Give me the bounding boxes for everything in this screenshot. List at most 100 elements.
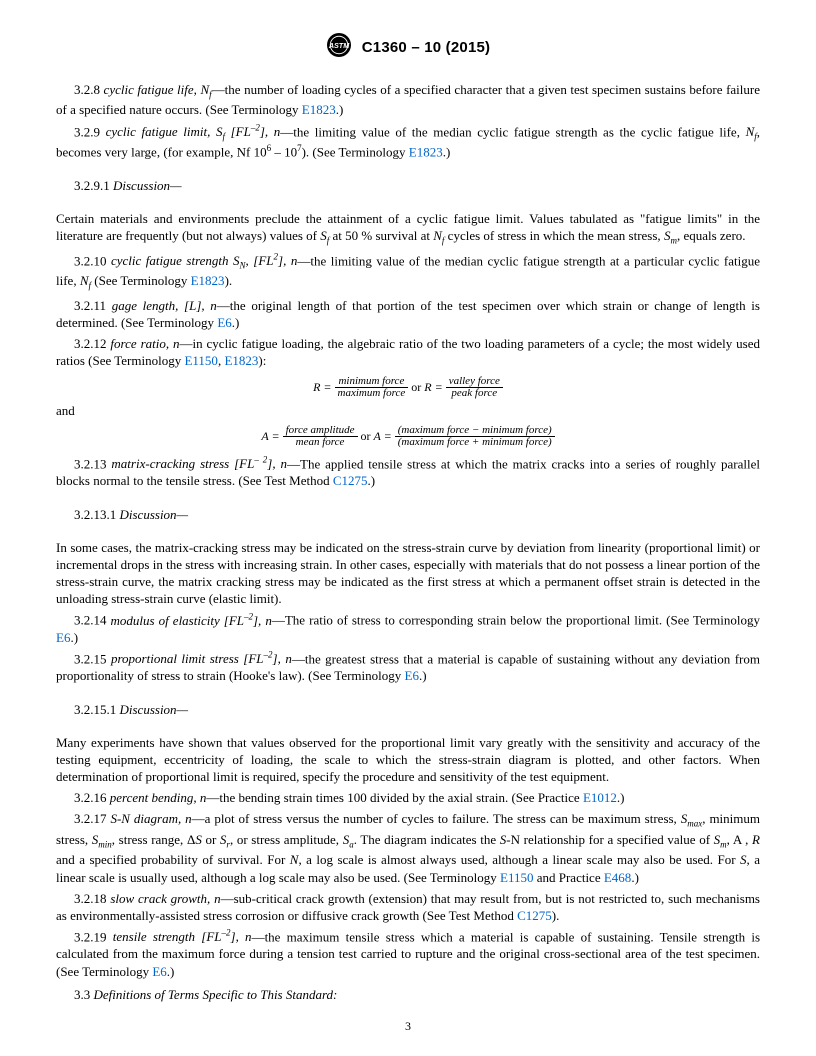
body-text: 3.2.8 cyclic fatigue life, Nf—the number…	[56, 81, 760, 1003]
text: cycles of stress in which the mean stres…	[444, 228, 664, 243]
numerator: valley force	[446, 376, 503, 388]
entry-num: 3.2.13	[74, 456, 111, 471]
section-title: Definitions of Terms Specific to This St…	[94, 987, 338, 1002]
sub: max	[687, 819, 702, 829]
link-e1823[interactable]: E1823	[302, 102, 336, 117]
link-e6[interactable]: E6	[405, 668, 419, 683]
eq-lhs: R =	[424, 379, 442, 393]
var: R	[752, 832, 760, 847]
dim: ], n	[278, 253, 297, 268]
entry-3-2-10: 3.2.10 cyclic fatigue strength SN, [FL2]…	[56, 252, 760, 293]
sup: –2	[264, 650, 273, 660]
sub: min	[98, 839, 112, 849]
eq-or: or	[411, 379, 424, 393]
entry-3-2-12: 3.2.12 force ratio, n—in cyclic fatigue …	[56, 335, 760, 369]
discussion-3-2-9-1: 3.2.9.1 Discussion—	[56, 177, 760, 194]
entry-num: 3.2.18	[74, 891, 110, 906]
entry-num: 3.2.12	[74, 336, 110, 351]
text: and Practice	[533, 870, 603, 885]
eq-lhs: R =	[313, 379, 331, 393]
link-e6[interactable]: E6	[152, 964, 166, 979]
link-e1150[interactable]: E1150	[184, 353, 217, 368]
link-c1275[interactable]: C1275	[517, 908, 552, 923]
text: ).	[225, 273, 233, 288]
equation-a: A = force amplitude mean force or A = (m…	[56, 425, 760, 449]
link-e6[interactable]: E6	[217, 315, 231, 330]
text: ).	[552, 908, 560, 923]
fraction: force amplitude mean force	[283, 425, 358, 449]
link-e1150[interactable]: E1150	[500, 870, 533, 885]
eq-lhs: A =	[374, 429, 392, 443]
entry-3-2-15: 3.2.15 proportional limit stress [FL–2],…	[56, 650, 760, 685]
sup: –2	[222, 928, 231, 938]
dim: ], n	[267, 456, 287, 471]
text: , stress range, Δ	[112, 832, 196, 847]
denominator: mean force	[283, 436, 358, 449]
text: (See Terminology	[91, 273, 191, 288]
entry-num: 3.2.15.1	[74, 702, 120, 717]
entry-num: 3.2.11	[74, 298, 112, 313]
entry-3-2-16: 3.2.16 percent bending, n—the bending st…	[56, 789, 760, 806]
link-e1823[interactable]: E1823	[409, 145, 443, 160]
var: N	[433, 228, 442, 243]
sup: – 2	[254, 455, 267, 465]
entry-3-2-17: 3.2.17 S-N diagram, n—a plot of stress v…	[56, 810, 760, 885]
text: —the bending strain times 100 divided by…	[206, 790, 583, 805]
text: .)	[368, 473, 376, 488]
link-e1823[interactable]: E1823	[224, 353, 258, 368]
link-e1823[interactable]: E1823	[191, 273, 225, 288]
text: .)	[631, 870, 639, 885]
link-e6[interactable]: E6	[56, 630, 70, 645]
discussion-label: Discussion—	[120, 507, 189, 522]
text: or	[202, 832, 220, 847]
discussion-label: Discussion—	[113, 178, 182, 193]
term: matrix-cracking stress [FL	[111, 456, 254, 471]
link-c1275[interactable]: C1275	[333, 473, 368, 488]
entry-3-2-9: 3.2.9 cyclic fatigue limit, Sf [FL–2], n…	[56, 123, 760, 161]
text: .)	[167, 964, 175, 979]
designation: C1360 – 10 (2015)	[362, 39, 491, 56]
text: —The ratio of stress to corresponding st…	[272, 613, 760, 628]
entry-3-2-18: 3.2.18 slow crack growth, n—sub-critical…	[56, 890, 760, 924]
discussion-3-2-13-1: 3.2.13.1 Discussion—	[56, 506, 760, 523]
term: gage length, [L], n	[112, 298, 217, 313]
text: , a log scale is almost always used, alt…	[298, 852, 740, 867]
discussion-3-2-15-1: 3.2.15.1 Discussion—	[56, 701, 760, 718]
text: at 50 % survival at	[329, 228, 433, 243]
text: , A ,	[727, 832, 752, 847]
entry-num: 3.3	[74, 987, 94, 1002]
entry-num: 3.2.15	[74, 651, 111, 666]
text: —the limiting value of the median cyclic…	[280, 124, 745, 139]
numerator: force amplitude	[283, 425, 358, 437]
dim: ], n	[231, 929, 252, 944]
entry-3-2-13: 3.2.13 matrix-cracking stress [FL– 2], n…	[56, 455, 760, 490]
term: S-N diagram, n	[110, 811, 191, 826]
text: – 10	[271, 145, 297, 160]
page: ASTM C1360 – 10 (2015) 3.2.8 cyclic fati…	[0, 0, 816, 1056]
denominator: (maximum force + minimum force)	[395, 436, 555, 449]
term: percent bending, n	[110, 790, 207, 805]
entry-num: 3.2.14	[74, 613, 111, 628]
discussion-text-3-2-9-1: Certain materials and environments precl…	[56, 210, 760, 248]
entry-num: 3.2.13.1	[74, 507, 120, 522]
text: .)	[70, 630, 78, 645]
link-e1012[interactable]: E1012	[583, 790, 617, 805]
fraction: minimum force maximum force	[335, 376, 409, 400]
sup: –2	[244, 611, 253, 621]
dim: ], n	[273, 651, 292, 666]
text: ). (See Terminology	[302, 145, 409, 160]
astm-logo: ASTM	[326, 32, 352, 63]
sup: –2	[251, 123, 260, 133]
link-e468[interactable]: E468	[604, 870, 631, 885]
dim: , [FL	[246, 253, 274, 268]
entry-num: 3.2.19	[74, 929, 113, 944]
page-number: 3	[0, 1019, 816, 1034]
term: tensile strength [FL	[113, 929, 222, 944]
discussion-label: Discussion—	[120, 702, 189, 717]
term: slow crack growth, n	[110, 891, 220, 906]
entry-3-2-14: 3.2.14 modulus of elasticity [FL–2], n—T…	[56, 611, 760, 646]
text: .)	[617, 790, 625, 805]
document-header: ASTM C1360 – 10 (2015)	[56, 32, 760, 63]
section-3-3: 3.3 Definitions of Terms Specific to Thi…	[56, 986, 760, 1003]
term: cyclic fatigue limit, S	[106, 124, 223, 139]
